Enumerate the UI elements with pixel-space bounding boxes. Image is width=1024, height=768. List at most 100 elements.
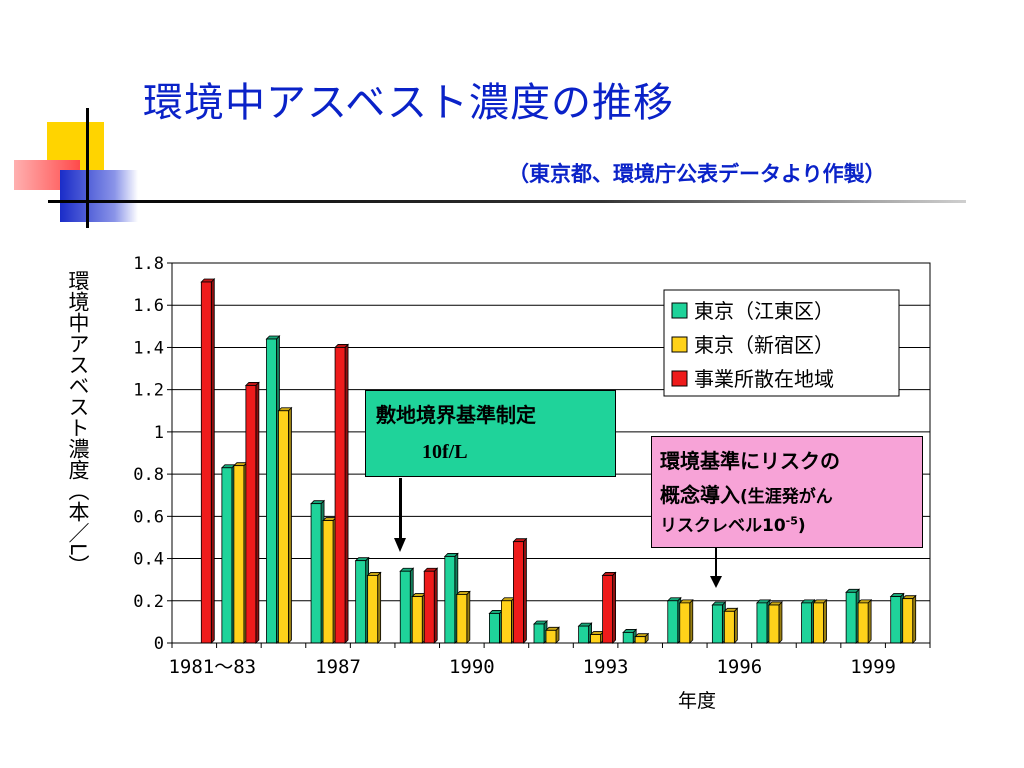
bar-front: [711, 604, 723, 644]
risk-annotation-line3-close: ): [797, 516, 806, 536]
bar: [755, 598, 771, 644]
bar-side: [288, 406, 292, 644]
bar-front: [355, 560, 367, 644]
bar-side: [733, 607, 738, 644]
bar: [711, 601, 727, 644]
bar-front: [622, 632, 634, 644]
bar: [322, 516, 338, 644]
bar: [455, 590, 471, 644]
y-tick-label: 0.2: [133, 592, 164, 612]
bar-front: [501, 600, 512, 644]
bar-front: [590, 634, 601, 644]
y-tick-label: 0.8: [133, 465, 164, 485]
risk-annotation-box: 環境基準にリスクの 概念導入(生涯発がん リスクレベル10-5): [651, 436, 923, 548]
bar: [857, 598, 873, 644]
bar-front: [334, 347, 346, 644]
risk-annotation-line2-paren: (生涯発がん: [740, 487, 833, 507]
bar-front: [578, 625, 589, 644]
bar: [265, 335, 281, 644]
bar-side: [255, 381, 260, 644]
bar-side: [612, 571, 616, 644]
bar-front: [423, 570, 435, 644]
bar: [812, 598, 828, 644]
x-tick-label: 1996: [716, 656, 762, 678]
bar: [622, 628, 638, 644]
bar-side: [823, 598, 827, 644]
risk-annotation-line3-main: リスクレベル10: [660, 516, 786, 536]
bar-side: [433, 567, 438, 644]
bar: [200, 278, 216, 644]
decor-horizontal-line: [48, 200, 966, 203]
x-tick-label: 1990: [449, 656, 495, 678]
bar-side: [867, 598, 872, 644]
bar-front: [801, 602, 812, 644]
bar: [244, 381, 260, 644]
bar: [901, 594, 917, 644]
bar: [767, 601, 783, 644]
bar: [800, 598, 816, 644]
bar-front: [723, 610, 735, 644]
y-tick-label: 1.8: [133, 254, 164, 274]
bar: [277, 406, 293, 644]
bar-front: [200, 281, 212, 644]
legend-label: 事業所散在地域: [694, 367, 834, 391]
legend-swatch: [671, 370, 688, 387]
y-axis-label: 環境中アスベスト濃度（本／L）: [66, 270, 90, 576]
risk-annotation-line1: 環境基準にリスクの: [660, 449, 840, 473]
bar: [589, 630, 605, 644]
bar: [678, 598, 694, 644]
decor-vertical-line: [86, 108, 89, 228]
bar-front: [266, 338, 277, 644]
x-tick-label: 1993: [583, 656, 629, 678]
bar: [533, 620, 548, 644]
y-tick-label: 0: [154, 634, 164, 654]
risk-annotation-exponent: -5: [785, 514, 798, 528]
standard-annotation-box: 敷地境界基準制定 10f/L: [365, 390, 616, 477]
standard-arrow-head: [394, 538, 406, 552]
bar: [310, 499, 326, 644]
bar: [220, 463, 236, 644]
x-tick-label: 1981～83: [168, 656, 256, 678]
x-tick-label: 1987: [315, 656, 361, 678]
legend-label: 東京（江東区）: [694, 299, 834, 323]
bar-side: [377, 571, 382, 644]
bar-front: [456, 594, 468, 644]
risk-annotation-line3: リスクレベル10-5): [660, 511, 806, 536]
bar: [232, 461, 248, 644]
bar-side: [912, 594, 917, 644]
bar: [500, 596, 516, 644]
bar-front: [513, 541, 524, 644]
bar-front: [845, 591, 857, 644]
page-title: 環境中アスベスト濃度の推移: [143, 80, 674, 126]
bar: [334, 343, 350, 644]
bar-front: [245, 385, 257, 644]
bar-front: [533, 623, 545, 644]
y-tick-label: 0.6: [133, 507, 164, 527]
bar-front: [278, 410, 289, 644]
y-tick-label: 1.4: [133, 338, 164, 358]
bar: [577, 622, 593, 644]
bar-front: [902, 598, 914, 644]
standard-annotation-value: 10f/L: [422, 441, 468, 463]
bar-side: [689, 598, 694, 644]
bar-front: [667, 600, 679, 644]
bar-front: [411, 596, 423, 644]
bar-side: [523, 537, 527, 644]
bar-front: [233, 465, 245, 644]
legend-swatch: [671, 336, 688, 353]
risk-arrow-head: [710, 576, 722, 588]
bar: [601, 571, 617, 644]
bar-side: [466, 590, 471, 644]
bar: [723, 607, 739, 644]
bar-front: [768, 604, 780, 644]
bar-front: [310, 503, 322, 644]
bar-front: [444, 556, 456, 644]
standard-annotation-title: 敷地境界基準制定: [376, 403, 536, 427]
page-subtitle: （東京都、環境庁公表データより作製）: [508, 162, 886, 186]
risk-arrow-line: [715, 548, 717, 578]
bar: [512, 537, 528, 644]
bar-front: [890, 596, 902, 644]
risk-annotation-line2: 概念導入(生涯発がん: [660, 479, 833, 508]
legend-box: [663, 289, 900, 397]
bar: [488, 609, 504, 644]
